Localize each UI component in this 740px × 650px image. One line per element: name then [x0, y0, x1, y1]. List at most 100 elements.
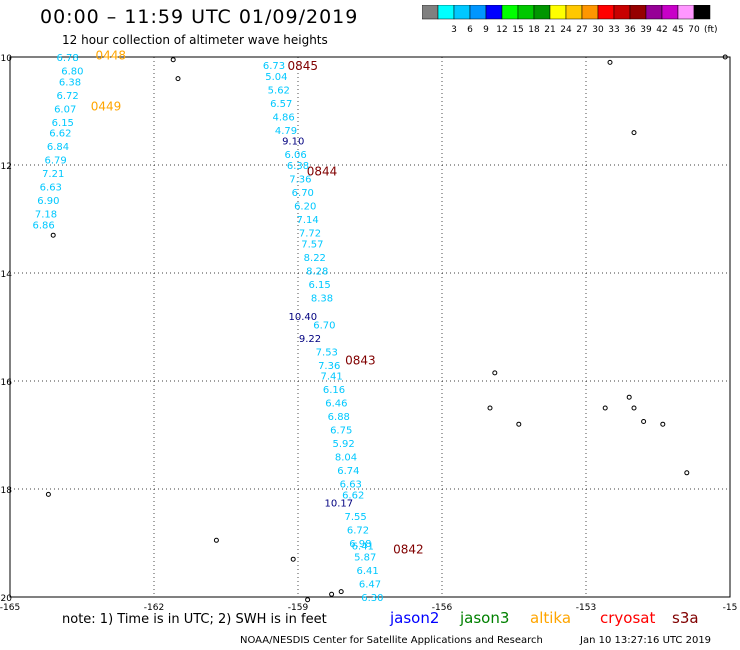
colorbar-tick-label: 45	[672, 25, 683, 35]
island-outline	[329, 591, 335, 597]
wave-height-label: 6.88	[328, 412, 350, 423]
chart-subtitle: 12 hour collection of altimeter wave hei…	[62, 33, 328, 47]
lat-tick-label: -12	[0, 162, 12, 172]
wave-height-label: 6.16	[323, 385, 345, 396]
colorbar-tick-label: 27	[576, 25, 587, 35]
pass-time-label: 0843	[345, 353, 376, 367]
wave-height-label: 6.75	[330, 426, 352, 437]
island-outline	[338, 589, 344, 595]
lat-tick-label: -14	[0, 270, 12, 280]
wave-height-label: 6.72	[56, 91, 78, 102]
wave-height-label: 6.15	[308, 280, 330, 291]
pass-time-label: 0844	[307, 164, 338, 178]
wave-height-label: 9.22	[299, 334, 321, 345]
wave-height-label: 6.70	[313, 320, 335, 331]
mission-label: cryosat	[600, 609, 656, 627]
wave-height-label: 7.36	[318, 361, 340, 372]
wave-height-label: 6.79	[44, 156, 66, 167]
lon-tick-label: -156	[432, 603, 453, 613]
wave-height-label: 6.90	[37, 196, 59, 207]
colorbar-unit: (ft)	[704, 25, 718, 35]
wave-height-label: 9.10	[282, 137, 304, 148]
wave-height-label: 6.46	[325, 399, 347, 410]
wave-height-label: 6.38	[59, 77, 81, 88]
wave-height-label: 6.47	[359, 580, 381, 591]
wave-height-label: 6.06	[284, 150, 306, 161]
mission-label: jason3	[460, 609, 510, 627]
wave-height-label: 6.73	[263, 61, 285, 72]
wave-height-label: 10.40	[288, 312, 317, 323]
lat-tick-label: -10	[0, 54, 12, 64]
wave-height-label: 8.28	[306, 266, 328, 277]
island-outline	[50, 232, 56, 238]
colorbar-tick-label: 18	[528, 25, 540, 35]
wave-height-label: 7.53	[316, 347, 338, 358]
wave-height-label: 7.36	[289, 175, 311, 186]
wave-height-label: 6.62	[342, 490, 364, 501]
island-outline	[305, 597, 311, 603]
island-outline	[487, 405, 493, 411]
wave-height-label: 4.79	[275, 126, 297, 137]
colorbar-tick-label: 39	[640, 25, 652, 35]
pass-time-label: 0842	[393, 542, 424, 556]
wave-height-label: 6.84	[47, 142, 69, 153]
footer-note: note: 1) Time is in UTC; 2) SWH is in fe…	[62, 612, 327, 627]
wave-height-label: 6.80	[61, 67, 83, 78]
wave-height-label: 7.72	[299, 229, 321, 240]
mission-label: altika	[530, 609, 572, 627]
island-outline	[290, 556, 296, 562]
island-outline	[492, 370, 498, 376]
timestamp-text: Jan 10 13:27:16 UTC 2019	[580, 635, 712, 646]
lon-tick-label: -162	[144, 603, 164, 613]
island-outline	[213, 537, 219, 543]
lat-tick-label: -18	[0, 486, 12, 496]
island-outline	[641, 419, 647, 424]
wave-height-label: 8.38	[311, 293, 333, 304]
wave-height-label: 8.22	[304, 253, 326, 264]
island-outline	[684, 470, 690, 476]
wave-height-label: 5.62	[268, 85, 290, 96]
colorbar-tick-label: 42	[656, 25, 667, 35]
wave-height-label: 6.30	[361, 593, 383, 604]
lat-tick-label: -16	[0, 378, 12, 388]
colorbar-tick-label: 21	[544, 25, 555, 35]
colorbar-tick-label: 24	[560, 25, 572, 35]
colorbar-tick-label: 15	[512, 25, 523, 35]
wave-height-label: 6.20	[294, 202, 316, 213]
map-frame	[9, 56, 731, 598]
wave-height-label: 6.62	[49, 129, 71, 140]
wave-height-label: 6.38	[287, 161, 309, 172]
wave-height-label: 8.04	[335, 453, 357, 464]
chart-title: 00:00 – 11:59 UTC 01/09/2019	[40, 6, 359, 28]
wave-height-label: 7.14	[296, 215, 318, 226]
island-outline	[660, 421, 666, 427]
wave-height-label: 6.70	[292, 188, 314, 199]
lon-tick-label: -165	[0, 603, 20, 613]
island-outline	[45, 491, 51, 497]
wave-height-label: 7.55	[344, 512, 366, 523]
wave-height-label: 6.63	[40, 183, 62, 194]
wave-height-label: 5.92	[332, 439, 354, 450]
lat-tick-label: -20	[0, 594, 12, 604]
colorbar-swatch	[693, 5, 711, 20]
wave-height-label: 10.17	[324, 499, 353, 510]
wave-height-label: 6.41	[356, 566, 378, 577]
colorbar-tick-label: 33	[608, 25, 619, 35]
lon-tick-label: -159	[288, 603, 309, 613]
wave-height-label: 7.57	[301, 239, 323, 250]
pass-time-label: 0448	[96, 48, 127, 62]
wave-height-label: 6.78	[56, 53, 78, 64]
island-outline	[175, 76, 181, 82]
colorbar-tick-label: 6	[467, 25, 473, 35]
pass-time-label: 0449	[91, 100, 122, 114]
wave-height-label: 7.21	[42, 169, 64, 180]
island-outline	[607, 59, 613, 65]
island-outline	[602, 405, 608, 411]
pass-time-label: 0845	[288, 59, 319, 73]
colorbar-tick-label: 9	[483, 25, 489, 35]
wave-height-label: 6.63	[340, 480, 362, 491]
wave-height-label: 6.57	[270, 99, 292, 110]
color-legend: 3 6 9 12 15 18 21 24 27 30 33 36 39 42 45 70 (ft)	[422, 5, 718, 35]
wave-height-label: 6.74	[337, 466, 359, 477]
